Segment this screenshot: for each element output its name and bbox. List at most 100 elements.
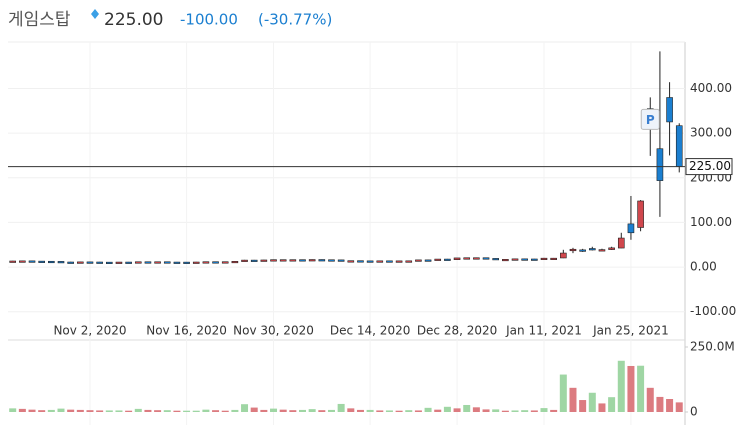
volume-bar xyxy=(579,400,587,412)
volume-bar xyxy=(173,410,181,412)
volume-tick-label: 0 xyxy=(690,405,698,419)
volume-bar xyxy=(608,397,616,412)
candle-body xyxy=(473,257,480,260)
volume-bar xyxy=(492,409,500,412)
candle-body xyxy=(656,148,664,181)
volume-bar xyxy=(598,403,606,412)
volume-bar xyxy=(347,408,355,412)
candle-body xyxy=(212,261,219,264)
stock-name: 게임스탑 xyxy=(8,10,71,30)
candle-body xyxy=(608,247,615,250)
volume-bar xyxy=(424,407,432,412)
last-price-label: 225.00 xyxy=(689,159,731,173)
volume-bar xyxy=(656,396,664,412)
volume-bar xyxy=(250,407,258,412)
candle-body xyxy=(502,259,509,262)
volume-bar xyxy=(279,409,287,412)
x-tick-label: Nov 30, 2020 xyxy=(233,324,314,338)
candle-body xyxy=(192,261,200,264)
candle-body xyxy=(424,259,432,262)
volume-bar xyxy=(443,406,451,412)
candle-body xyxy=(560,252,567,259)
volume-bar xyxy=(463,404,471,412)
candle-body xyxy=(250,259,258,262)
candle-body xyxy=(86,261,94,264)
candle-body xyxy=(106,261,113,264)
y-tick-label: 400.00 xyxy=(690,81,732,95)
volume-bar xyxy=(385,410,393,412)
y-tick-label: 300.00 xyxy=(690,126,732,140)
candle-body xyxy=(337,259,345,262)
volume-bar xyxy=(96,410,104,412)
candle-body xyxy=(386,260,393,263)
change: -100.00 xyxy=(180,11,238,29)
x-tick-label: Dec 28, 2020 xyxy=(417,324,497,338)
candle-body xyxy=(57,261,65,264)
candle-body xyxy=(550,257,557,260)
candle-body xyxy=(134,261,142,264)
candle-body xyxy=(637,200,644,228)
volume-bar xyxy=(550,409,558,412)
candle-body xyxy=(260,259,268,262)
candle-body xyxy=(617,237,625,249)
candle-body xyxy=(270,259,277,262)
candle-body xyxy=(241,259,248,262)
candle-body xyxy=(231,261,239,264)
candle-body xyxy=(38,260,45,263)
volume-bar xyxy=(144,409,152,412)
volume-bar xyxy=(212,410,220,412)
y-tick-label: 0.00 xyxy=(690,260,717,274)
candle-body xyxy=(125,261,132,264)
volume-bar xyxy=(318,410,326,412)
x-tick-label: Dec 14, 2020 xyxy=(330,324,410,338)
volume-tick-label: 250.0M xyxy=(690,340,735,354)
candle-body xyxy=(569,248,577,252)
volume-bar xyxy=(231,409,239,412)
change-pct: (-30.77%) xyxy=(258,11,332,29)
candle-body xyxy=(521,258,528,261)
volume-bar xyxy=(337,403,345,412)
candle-body xyxy=(357,260,364,263)
candle-body xyxy=(221,261,229,264)
candle-body xyxy=(482,257,490,260)
volume-bar xyxy=(28,409,36,412)
volume-bar xyxy=(202,409,210,412)
volume-bar xyxy=(646,387,654,412)
volume-bar xyxy=(521,410,529,412)
volume-bar xyxy=(569,387,577,412)
candle-body xyxy=(308,259,316,262)
y-tick-label: 100.00 xyxy=(690,215,732,229)
candle-body xyxy=(115,261,123,264)
candle-body xyxy=(9,260,16,263)
candle-body xyxy=(434,258,442,261)
volume-bar xyxy=(115,410,123,412)
volume-bar xyxy=(9,408,17,412)
volume-bar xyxy=(183,410,191,412)
candle-body xyxy=(299,259,306,262)
candle-body xyxy=(588,248,596,251)
candle-body xyxy=(48,260,55,264)
candle-body xyxy=(289,259,297,262)
candle-body xyxy=(279,259,287,262)
candle-body xyxy=(96,261,103,264)
candle-body xyxy=(183,261,190,264)
volume-bar xyxy=(134,408,142,412)
x-tick-label: Nov 16, 2020 xyxy=(146,324,227,338)
volume-bar xyxy=(67,409,75,412)
candle-body xyxy=(666,97,673,123)
volume-bar xyxy=(356,409,364,412)
candle-body xyxy=(366,260,374,263)
candle-body xyxy=(463,257,471,260)
x-tick-label: Jan 25, 2021 xyxy=(592,324,669,338)
volume-bar xyxy=(453,408,461,412)
volume-bar xyxy=(221,410,229,412)
candle-body xyxy=(77,261,84,264)
volume-bar xyxy=(289,410,297,412)
volume-bar xyxy=(125,410,133,412)
y-tick-label: -100.00 xyxy=(690,304,736,318)
volume-bar xyxy=(299,409,306,412)
candle-body xyxy=(347,260,355,263)
volume-bar xyxy=(163,410,171,412)
volume-bar xyxy=(57,408,65,412)
